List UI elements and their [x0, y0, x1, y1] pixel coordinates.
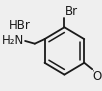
- Text: HBr: HBr: [8, 19, 30, 32]
- Text: Br: Br: [65, 5, 78, 18]
- Text: H₂N: H₂N: [2, 34, 24, 47]
- Text: O: O: [93, 70, 102, 83]
